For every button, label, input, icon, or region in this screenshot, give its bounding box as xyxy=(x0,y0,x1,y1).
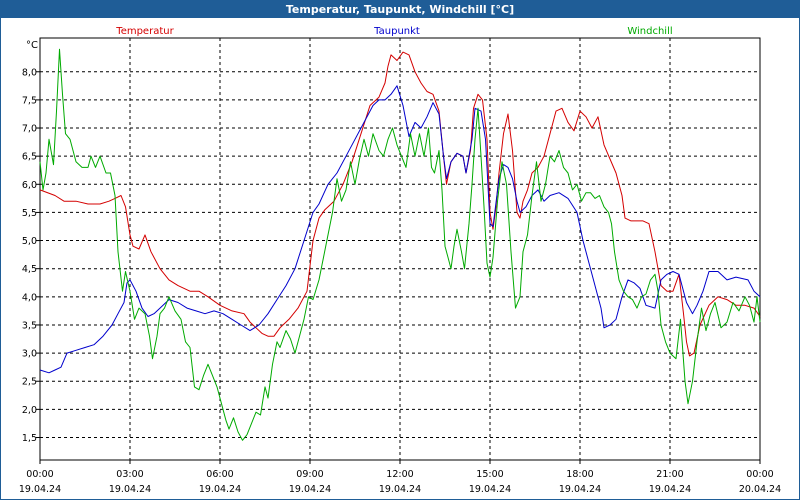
x-tick-date: 19.04.24 xyxy=(559,484,601,495)
y-tick-label: 4,0 xyxy=(22,292,37,303)
y-tick-label: 6,0 xyxy=(22,180,37,191)
x-tick-time: 03:00 xyxy=(116,469,143,480)
y-tick-label: 7,0 xyxy=(22,124,37,135)
x-tick-time: 12:00 xyxy=(386,469,413,480)
y-tick-label: 5,0 xyxy=(22,236,37,247)
window-title: Temperatur, Taupunkt, Windchill [°C] xyxy=(1,1,799,18)
x-tick-time: 00:00 xyxy=(26,469,53,480)
y-tick-label: 8,0 xyxy=(22,67,37,78)
x-tick-date: 19.04.24 xyxy=(199,484,241,495)
y-axis-ticks: 1,5 2,0 2,5 3,0 3,5 4,0 4,5 5,0 5,5 6,0 6,5 7,0 7,5 8… xyxy=(22,67,40,444)
y-tick-label: 4,5 xyxy=(22,264,37,275)
y-axis-unit: °C xyxy=(26,40,38,51)
series-lines xyxy=(39,48,761,441)
x-axis-ticks: 00:00 19.04.24 03:00 19.04.24 06:00 19.04.24 0… xyxy=(19,460,781,495)
y-tick-label: 2,5 xyxy=(22,377,37,388)
y-tick-label: 3,0 xyxy=(22,349,37,360)
x-tick-date: 19.04.24 xyxy=(379,484,421,495)
x-tick-time: 06:00 xyxy=(206,469,233,480)
x-tick-time: 18:00 xyxy=(566,469,593,480)
y-tick-label: 5,5 xyxy=(22,208,37,219)
x-tick-time: 15:00 xyxy=(476,469,503,480)
legend-windchill: Windchill xyxy=(627,26,672,37)
y-tick-label: 7,5 xyxy=(22,95,37,106)
y-tick-label: 2,0 xyxy=(22,405,37,416)
legend-temperatur: Temperatur xyxy=(115,26,174,37)
legend: Temperatur Taupunkt Windchill xyxy=(115,26,672,37)
x-tick-time: 00:00 xyxy=(746,469,773,480)
grid xyxy=(40,38,760,460)
x-tick-date: 19.04.24 xyxy=(19,484,61,495)
x-tick-date: 19.04.24 xyxy=(649,484,691,495)
x-tick-time: 09:00 xyxy=(296,469,323,480)
x-tick-date: 19.04.24 xyxy=(289,484,331,495)
series-line-taupunkt xyxy=(39,85,761,374)
x-tick-time: 21:00 xyxy=(656,469,683,480)
series-line-windchill xyxy=(39,48,761,441)
legend-taupunkt: Taupunkt xyxy=(373,26,420,37)
y-tick-label: 1,5 xyxy=(22,433,37,444)
x-tick-date: 20.04.24 xyxy=(739,484,781,495)
y-tick-label: 3,5 xyxy=(22,320,37,331)
y-tick-label: 6,5 xyxy=(22,152,37,163)
x-tick-date: 19.04.24 xyxy=(469,484,511,495)
x-tick-date: 19.04.24 xyxy=(109,484,151,495)
